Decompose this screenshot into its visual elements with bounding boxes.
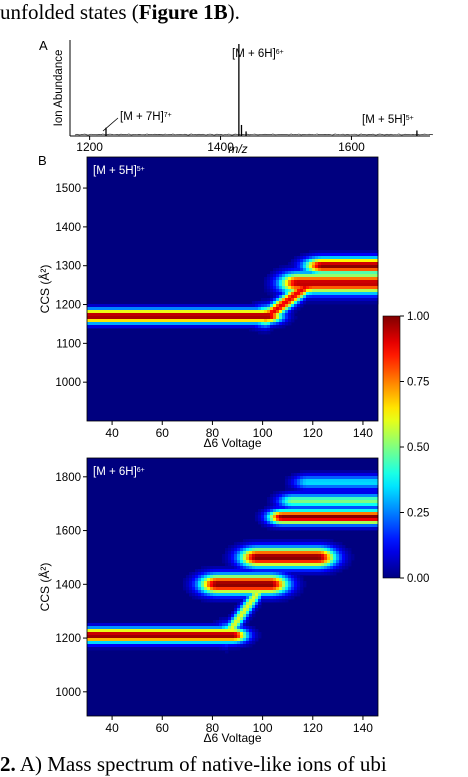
spectrum-xtick-label-2: 1600: [338, 140, 365, 154]
heatmap-ion-label: [M + 6H]6+: [93, 466, 145, 478]
colorbar-tick-label-0: 0.00: [407, 573, 429, 585]
spectrum-annotation-leader: [102, 117, 119, 132]
heatmap-ytick-label-4: 1800: [55, 472, 81, 484]
spectrum-xtick-label-1: 1400: [207, 140, 234, 154]
spectrum-baseline: [74, 133, 434, 136]
heatmap-ytick-label-4: 1400: [55, 222, 81, 234]
heatmap-ytick-label-0: 1000: [55, 687, 81, 699]
heatmap-6plus-chart: [M + 6H]6+ 40 60 80 100 120 140 Δ6 Voltage 1000 1…: [37, 457, 379, 745]
heatmap-cells: [87, 470, 379, 654]
spectrum-annotation-2: [M + 5H]5+: [362, 114, 414, 126]
spectrum-annotation-0: [M + 7H]7+: [120, 111, 172, 123]
heatmap-xtick-label-4: 120: [303, 426, 323, 440]
mass-spectrum-chart: 1200 1400 1600 m/z Ion Abundance [M + 7H]7+ [M…: [53, 40, 434, 156]
spectrum-xlabel: m/z: [228, 142, 247, 156]
heatmap-xtick-label-5: 140: [353, 426, 373, 440]
heatmap-xtick-label-3: 100: [253, 721, 273, 735]
heatmap-ytick-label-3: 1300: [55, 261, 81, 273]
heatmap-xtick-label-4: 120: [303, 721, 323, 735]
colorbar-gradient: [382, 315, 401, 579]
heatmap-5plus-chart: [M + 5H]5+ 40 60 80 100 120 140 Δ6 Voltage 1000 1…: [37, 156, 379, 450]
spectrum-annotation-1: [M + 6H]6+: [232, 48, 284, 60]
heatmap-ion-label: [M + 5H]5+: [93, 165, 145, 177]
heatmap-xlabel: Δ6 Voltage: [203, 436, 261, 450]
heatmap-ytick-label-2: 1200: [55, 300, 81, 312]
spectrum-xtick-label-0: 1200: [76, 140, 103, 154]
panel-label-a: A: [39, 38, 48, 53]
heatmap-ytick-label-3: 1600: [55, 526, 81, 538]
colorbar: 0.00 0.25 0.50 0.75 1.00: [382, 311, 429, 585]
heatmap-xtick-label-3: 100: [253, 426, 273, 440]
heatmap-ytick-label-1: 1100: [56, 338, 81, 350]
colorbar-tick-label-3: 0.75: [407, 377, 429, 389]
colorbar-tick-label-1: 0.25: [407, 508, 429, 520]
heatmap-xtick-label-1: 60: [156, 721, 170, 735]
heatmap-ytick-label-0: 1000: [55, 377, 81, 389]
heatmap-xtick-label-1: 60: [156, 426, 170, 440]
heatmap-ytick-label-2: 1400: [55, 579, 81, 591]
heatmap-cells: [87, 250, 379, 335]
heatmap-xtick-label-0: 40: [105, 426, 119, 440]
spectrum-ylabel: Ion Abundance: [53, 50, 65, 127]
heatmap-xtick-label-2: 80: [206, 721, 220, 735]
colorbar-tick-label-4: 1.00: [407, 311, 429, 323]
heatmap-ylabel: CCS (Å²): [37, 563, 52, 612]
heatmap-frame: [86, 156, 379, 422]
heatmap-frame: [86, 457, 379, 717]
heatmap-xtick-label-0: 40: [105, 721, 119, 735]
colorbar-tick-label-2: 0.50: [407, 442, 429, 454]
caption-bottom: 2. A) Mass spectrum of native-like ions …: [0, 752, 387, 776]
panel-label-b: B: [38, 153, 47, 168]
heatmap-xlabel: Δ6 Voltage: [203, 731, 261, 745]
heatmap-xtick-label-5: 140: [353, 721, 373, 735]
heatmap-xtick-label-2: 80: [206, 426, 220, 440]
heatmap-ytick-label-5: 1500: [55, 183, 81, 195]
heatmap-ylabel: CCS (Å²): [37, 265, 52, 314]
caption-top: unfolded states (Figure 1B).: [0, 0, 240, 24]
heatmap-ytick-label-1: 1200: [55, 633, 81, 645]
